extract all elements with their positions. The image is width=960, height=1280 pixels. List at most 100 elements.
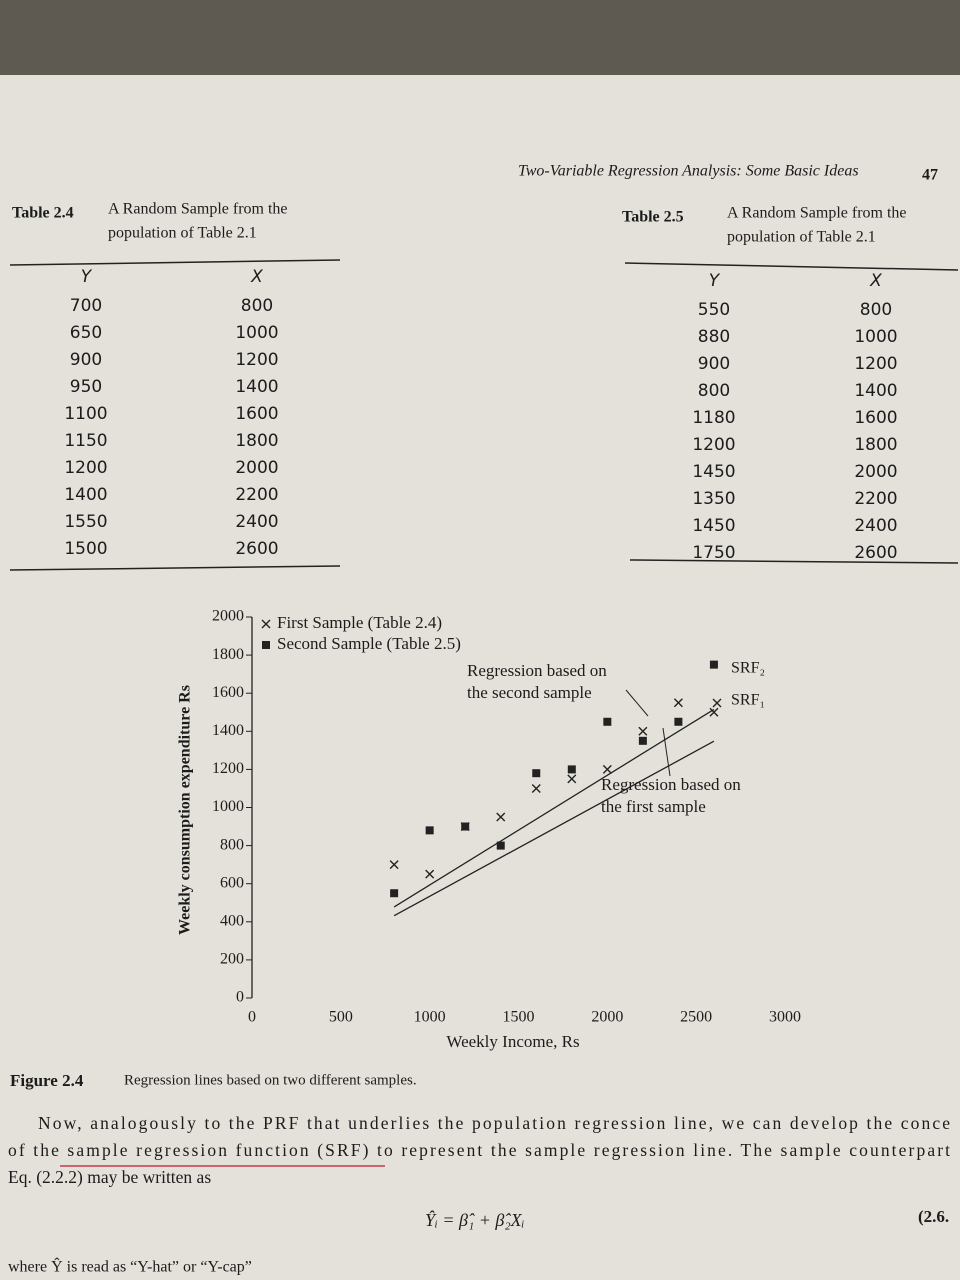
table-cell: 1200 (692, 435, 735, 455)
table-cell: 1550 (64, 512, 107, 532)
footer-line: where Ŷ is read as “Y-hat” or “Y-cap” (8, 1257, 252, 1276)
square-marker (262, 641, 270, 649)
cross-marker (638, 726, 648, 736)
table-cell: 880 (698, 327, 730, 347)
table-cell: 2200 (235, 485, 278, 505)
line-label: SRF₂ (731, 660, 765, 677)
table-cell: 800 (698, 381, 730, 401)
running-title: Two-Variable Regression Analysis: Some B… (518, 163, 859, 180)
table-cell: 1200 (64, 458, 107, 478)
table-cell: 1100 (64, 404, 107, 424)
paragraph-line: Now, analogously to the PRF that underli… (38, 1113, 950, 1133)
table-cell: 1180 (692, 408, 735, 428)
y-tick-label: 1400 (212, 722, 244, 739)
legend-label: First Sample (Table 2.4) (277, 613, 442, 632)
y-tick-label: 400 (220, 912, 244, 929)
table-cell: 2600 (235, 539, 278, 559)
paragraph-line: Eq. (2.2.2) may be written as (8, 1167, 211, 1187)
cross-marker (261, 619, 271, 629)
cross-marker (496, 812, 506, 822)
table-cell: 900 (698, 354, 730, 374)
table-cell: 800 (241, 296, 273, 316)
square-marker (496, 841, 505, 850)
table-cell: 1400 (64, 485, 107, 505)
square-marker (532, 769, 541, 778)
table-cell: 1350 (692, 489, 735, 509)
table-cell: 1450 (692, 516, 735, 536)
table-cell: 2000 (235, 458, 278, 478)
table-cell: 1000 (854, 327, 897, 347)
regression-line (393, 708, 715, 908)
figure-label: Figure 2.4 (10, 1071, 84, 1090)
y-tick-label: 2000 (212, 608, 244, 625)
table-cell: 2400 (235, 512, 278, 532)
leader (625, 689, 649, 717)
x-tick-label: 1000 (414, 1009, 446, 1026)
y-tick-label: 1000 (212, 798, 244, 815)
y-tick-label: 1800 (212, 646, 244, 663)
cross-marker (712, 698, 722, 708)
table-cell: 1200 (854, 354, 897, 374)
square-marker (674, 717, 683, 726)
regression-line (393, 740, 715, 917)
table-cell: 900 (70, 350, 102, 370)
rule (624, 262, 959, 271)
line-label: SRF₁ (731, 692, 765, 709)
cross-marker (709, 707, 719, 717)
table-cell: 1600 (235, 404, 278, 424)
annotation: the first sample (601, 797, 706, 816)
y-tick-label: 200 (220, 951, 244, 968)
square-marker (461, 822, 470, 831)
table-cell: 1200 (235, 350, 278, 370)
rule (629, 559, 959, 564)
x-axis-label: Weekly Income, Rs (446, 1032, 579, 1051)
y-tick-label: 1200 (212, 760, 244, 777)
table-cell: 1450 (692, 462, 735, 482)
table-cell: 1800 (235, 431, 278, 451)
table-cell: 1750 (692, 543, 735, 563)
table-caption: population of Table 2.1 (727, 229, 876, 246)
square-marker (603, 717, 612, 726)
table-cell: 1400 (854, 381, 897, 401)
table-cell: 2400 (854, 516, 897, 536)
x-tick-label: 3000 (769, 1009, 801, 1026)
legend-label: Second Sample (Table 2.5) (277, 634, 461, 653)
cross-marker (567, 774, 577, 784)
square-marker (567, 765, 576, 774)
paragraph-line: of the sample regression function (SRF) … (8, 1140, 950, 1160)
table-cell: 1400 (235, 377, 278, 397)
table-cell: 800 (860, 300, 892, 320)
rule (9, 259, 341, 266)
x-tick-label: 0 (248, 1009, 256, 1026)
figure-caption: Regression lines based on two different … (124, 1072, 417, 1088)
column-header: X (250, 267, 263, 287)
table-label: Table 2.5 (622, 209, 684, 226)
square-marker (390, 889, 399, 898)
equation: Ŷᵢ = β̂₁ + β̂₂Xᵢ (425, 1209, 525, 1230)
table-label: Table 2.4 (12, 205, 74, 222)
cross-marker (389, 860, 399, 870)
cross-marker (531, 783, 541, 793)
equation-number: (2.6. (918, 1207, 949, 1226)
x-tick-label: 1500 (503, 1009, 535, 1026)
x-tick-label: 2500 (680, 1009, 712, 1026)
table-cell: 1600 (854, 408, 897, 428)
square-marker (638, 736, 647, 745)
annotation: Regression based on (467, 661, 607, 680)
table-cell: 1000 (235, 323, 278, 343)
table-cell: 2000 (854, 462, 897, 482)
cross-marker (425, 869, 435, 879)
leader (662, 727, 671, 777)
x-tick-label: 2000 (591, 1009, 623, 1026)
table-cell: 950 (70, 377, 102, 397)
table-caption: population of Table 2.1 (108, 225, 257, 242)
table-caption: A Random Sample from the (108, 201, 288, 218)
table-cell: 1500 (64, 539, 107, 559)
square-marker (425, 826, 434, 835)
cross-marker (673, 698, 683, 708)
table-caption: A Random Sample from the (727, 205, 907, 222)
table-cell: 1150 (64, 431, 107, 451)
table-cell: 700 (70, 296, 102, 316)
square-marker (709, 660, 718, 669)
